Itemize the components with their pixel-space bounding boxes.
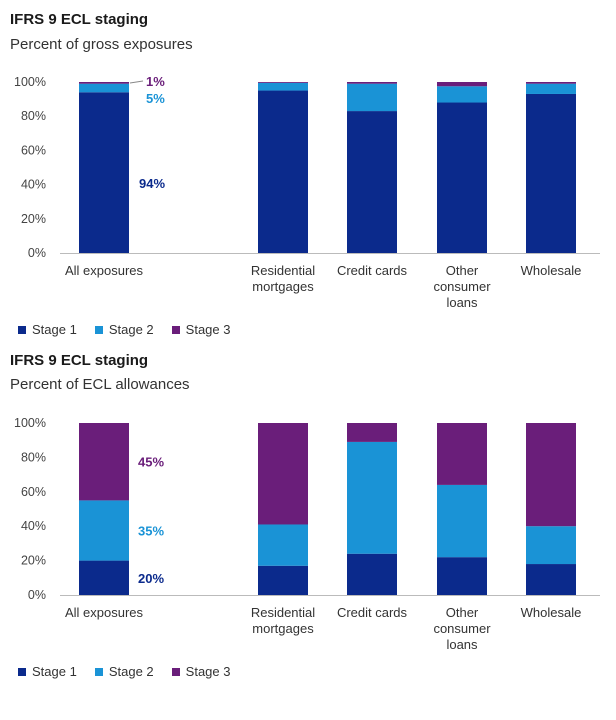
data-label-stage-3: 1%: [146, 74, 165, 89]
legend-item-stage-1: Stage 1: [18, 664, 77, 679]
bar-segment-stage-1: [526, 93, 576, 253]
bar-segment-stage-1: [437, 102, 487, 253]
legend-label: Stage 3: [185, 664, 231, 679]
bar-segment-stage-3: [258, 423, 308, 525]
x-tick-label: All exposures: [65, 263, 144, 278]
legend-swatch-stage-3: [171, 325, 180, 334]
chart-title: IFRS 9 ECL staging: [10, 352, 149, 369]
bar-segment-stage-3: [347, 82, 397, 84]
data-label-stage-2: 5%: [146, 91, 165, 106]
legend-swatch-stage-1: [18, 325, 26, 334]
annotation-leader-line: [129, 80, 144, 84]
bar-segment-stage-3: [79, 82, 129, 84]
bar-segment-stage-2: [347, 441, 397, 554]
x-tick-label: Residential mortgages: [251, 263, 315, 294]
y-tick-label: 100%: [14, 75, 46, 89]
bar-chart-exposures: 0% 20% 40% 60% 80% 100% All exposures Residenti…: [14, 74, 600, 310]
data-label-stage-3: 45%: [138, 455, 164, 470]
y-tick-label: 60%: [21, 485, 46, 499]
data-label-stage-1: 94%: [139, 176, 165, 191]
x-tick-label: Wholesale: [521, 263, 582, 278]
data-label-stage-2: 35%: [138, 524, 164, 539]
y-tick-label: 0%: [28, 588, 46, 602]
legend-item-stage-2: Stage 2: [94, 664, 154, 679]
bar-segment-stage-3: [347, 423, 397, 442]
bar-chart-allowances: 0% 20% 40% 60% 80% 100% All exposures Residenti…: [14, 416, 600, 652]
bar-segment-stage-2: [526, 526, 576, 565]
x-tick-label: Residential mortgages: [251, 605, 315, 636]
chart-subtitle: Percent of gross exposures: [10, 36, 193, 53]
bar-segment-stage-2: [79, 83, 129, 93]
bar-segment-stage-3: [526, 423, 576, 527]
y-tick-label: 80%: [21, 450, 46, 464]
legend-item-stage-2: Stage 2: [94, 322, 154, 337]
legend-item-stage-1: Stage 1: [18, 322, 77, 337]
chart-panel-exposures: IFRS 9 ECL staging Percent of gross expo…: [0, 0, 616, 346]
bar-segment-stage-1: [79, 92, 129, 253]
legend-swatch-stage-3: [171, 667, 180, 676]
bar-segment-stage-2: [258, 82, 308, 91]
legend-label: Stage 1: [32, 322, 77, 337]
chart-panel-allowances: IFRS 9 ECL staging Percent of ECL allowa…: [0, 346, 616, 692]
y-tick-label: 60%: [21, 143, 46, 157]
x-tick-label: Wholesale: [521, 605, 582, 620]
bar-segment-stage-3: [526, 82, 576, 84]
bar-segment-stage-1: [79, 560, 129, 595]
bar-segment-stage-1: [258, 90, 308, 253]
legend-label: Stage 2: [108, 322, 154, 337]
x-tick-label: Other consumer loans: [433, 263, 491, 310]
data-label-stage-1: 20%: [138, 571, 164, 586]
x-tick-label: All exposures: [65, 605, 144, 620]
y-tick-label: 40%: [21, 178, 46, 192]
bar-segment-stage-1: [347, 553, 397, 595]
chart-subtitle: Percent of ECL allowances: [10, 376, 190, 393]
bar-segment-stage-2: [526, 83, 576, 94]
bar-segment-stage-1: [526, 564, 576, 595]
legend-label: Stage 1: [32, 664, 77, 679]
bar-segment-stage-3: [437, 82, 487, 87]
legend-label: Stage 2: [108, 664, 154, 679]
y-tick-label: 80%: [21, 109, 46, 123]
bar-segment-stage-1: [437, 557, 487, 595]
legend-item-stage-3: Stage 3: [171, 322, 231, 337]
bar-segment-stage-2: [437, 484, 487, 558]
y-tick-label: 20%: [21, 212, 46, 226]
bar-segment-stage-1: [258, 565, 308, 595]
y-tick-label: 0%: [28, 246, 46, 260]
y-tick-label: 100%: [14, 416, 46, 430]
legend: Stage 1 Stage 2 Stage 3: [18, 664, 230, 679]
y-tick-label: 20%: [21, 554, 46, 568]
x-tick-label: Other consumer loans: [433, 605, 491, 652]
y-tick-label: 40%: [21, 519, 46, 533]
legend: Stage 1 Stage 2 Stage 3: [18, 322, 230, 337]
bar-segment-stage-2: [437, 86, 487, 103]
bar-segment-stage-1: [347, 111, 397, 253]
bar-segment-stage-2: [258, 524, 308, 566]
bar-segment-stage-3: [437, 423, 487, 485]
legend-item-stage-3: Stage 3: [171, 664, 231, 679]
legend-swatch-stage-1: [18, 667, 26, 676]
legend-swatch-stage-2: [94, 325, 103, 334]
bar-segment-stage-3: [258, 82, 308, 83]
x-tick-label: Credit cards: [337, 605, 408, 620]
chart-title: IFRS 9 ECL staging: [10, 11, 149, 28]
bar-segment-stage-2: [79, 500, 129, 561]
x-tick-label: Credit cards: [337, 263, 408, 278]
legend-swatch-stage-2: [94, 667, 103, 676]
bar-segment-stage-2: [347, 83, 397, 112]
legend-label: Stage 3: [185, 322, 231, 337]
bar-segment-stage-3: [79, 423, 129, 501]
